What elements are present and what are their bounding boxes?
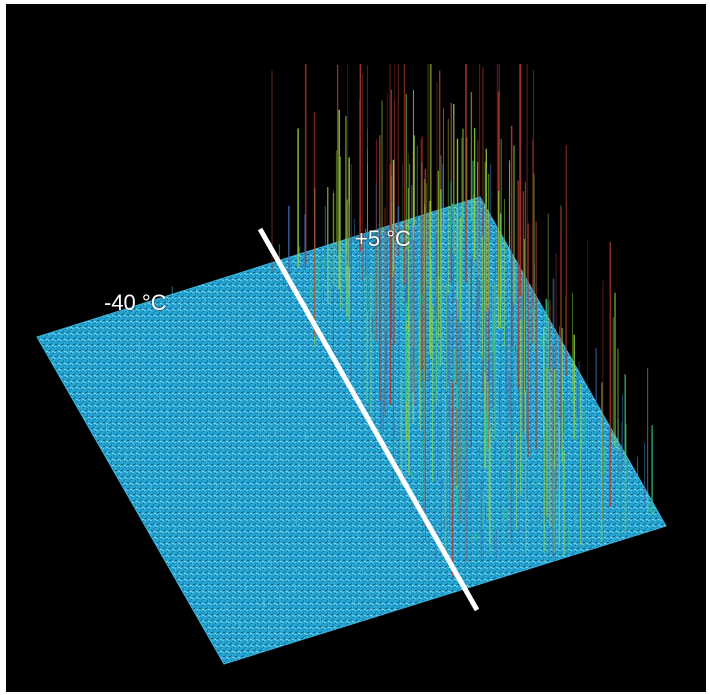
temperature-divider-line	[257, 227, 480, 612]
surface-plot	[36, 64, 667, 665]
surface-plane	[36, 196, 667, 665]
surface-spikes	[67, 64, 653, 648]
warm-region-label: +5 °C	[355, 226, 411, 251]
cold-region-label: -40 °C	[104, 290, 167, 315]
surface-topography-image: -40 °C +5 °C	[6, 4, 706, 692]
